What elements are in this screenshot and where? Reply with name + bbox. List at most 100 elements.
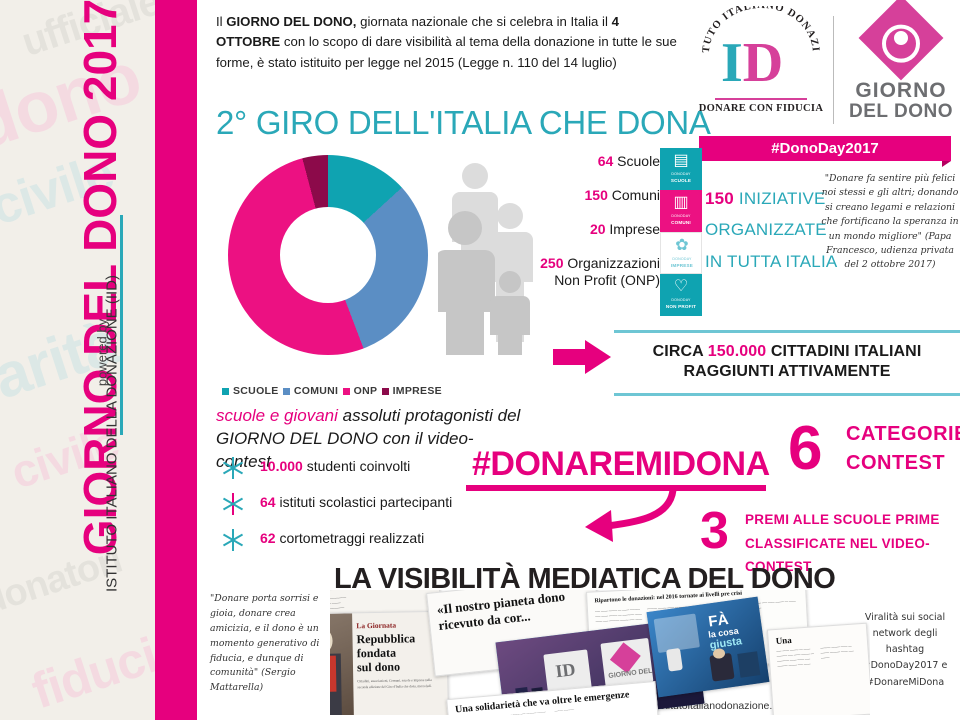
scuole-rest: assoluti protagonisti del bbox=[337, 406, 521, 425]
iid-letters: ID bbox=[721, 34, 803, 92]
intro-bold1: GIORNO DEL DONO, bbox=[226, 14, 357, 29]
legend-label: ONP bbox=[353, 385, 378, 397]
legend-item: ONP bbox=[342, 385, 378, 397]
badge-line1: DONODAY bbox=[671, 214, 691, 218]
hashtag-donaremidona: #DONAREMIDONA bbox=[472, 445, 770, 483]
section-title-giro: 2° GIRO DELL'ITALIA CHE DONA bbox=[216, 104, 711, 141]
diamond-icon bbox=[858, 0, 944, 81]
iid-letter-i: I bbox=[721, 32, 743, 94]
iid-logo: ISTITUTO ITALIANO DONAZIONE ID DONARE CO… bbox=[692, 0, 825, 134]
badge-line2: SCUOLE bbox=[670, 178, 692, 183]
circa-line2: RAGGIUNTI ATTIVAMENTE bbox=[683, 363, 891, 381]
bullet-number: 62 bbox=[260, 530, 276, 546]
badge-line1: DONODAY bbox=[671, 172, 691, 176]
bullet-number: 10.000 bbox=[260, 458, 303, 474]
circa-suffix: CITTADINI ITALIANI bbox=[766, 342, 922, 360]
bullet-label: studenti coinvolti bbox=[302, 458, 411, 474]
iniziative-number: 150 bbox=[705, 189, 734, 208]
stat-label: Scuole bbox=[613, 153, 660, 169]
stat-number: 20 bbox=[589, 221, 606, 238]
organization-label: ISTITUTO ITALIANO DELLA DONAZIONE (IID) bbox=[103, 275, 121, 592]
legend-swatch-icon bbox=[342, 387, 350, 395]
iid-tagline: DONARE CON FIDUCIA bbox=[698, 103, 824, 114]
iniziative-line1: 150 INIZIATIVE bbox=[705, 183, 840, 214]
badge-book: ▤ DONODAY SCUOLE bbox=[660, 148, 702, 190]
gdd-line2: DEL DONO bbox=[849, 101, 953, 123]
gdd-logo-text: GIORNO DEL DONO bbox=[847, 79, 955, 123]
scuole-pink-part: scuole e giovani bbox=[216, 406, 338, 425]
iid-arc-text-icon: ISTITUTO ITALIANO DONAZIONE bbox=[692, 0, 820, 53]
scuole-giovani-text: scuole e giovani assoluti protagonisti d… bbox=[216, 405, 526, 474]
legend-swatch-icon bbox=[222, 387, 229, 395]
badge-bank: ▥ DONODAY COMUNI bbox=[660, 190, 702, 232]
left-banner: dono civile ufficiale carità civile dona… bbox=[0, 0, 197, 720]
stat-number: 250 bbox=[540, 254, 564, 271]
vertical-divider bbox=[120, 215, 123, 435]
bullet-text: 62 cortometraggi realizzati bbox=[260, 530, 424, 546]
pink-strip bbox=[155, 0, 197, 720]
quote-mattarella: "Donare porta sorrisi e gioia, donare cr… bbox=[210, 593, 320, 694]
viralita-text: Viralità sui social network degli hashta… bbox=[862, 612, 948, 688]
iniziative-line2: ORGANIZZATE bbox=[705, 220, 827, 240]
categorie-number: 6 bbox=[788, 414, 823, 483]
gears-icon: ✿ bbox=[675, 237, 689, 254]
categorie-text: CATEGORIE CONTEST bbox=[846, 420, 960, 478]
circa-block: CIRCA 150.000 CITTADINI ITALIANI RAGGIUN… bbox=[614, 330, 960, 396]
iid-divider-line bbox=[715, 98, 807, 100]
giorno-del-dono-logo: GIORNO DEL DONO bbox=[847, 0, 955, 130]
legend-label: COMUNI bbox=[293, 385, 339, 397]
legend-swatch-icon bbox=[381, 387, 389, 395]
bullet-item: 64 istituti scolastici partecipanti bbox=[222, 491, 512, 527]
badge-stack: ▤ DONODAY SCUOLE ▥ DONODAY COMUNI ✿ DONODAY IMPR… bbox=[660, 148, 702, 316]
stats-list: 64 Scuole 150 Comuni 20 Imprese 250 Organiz… bbox=[500, 152, 660, 296]
legend-swatch-icon bbox=[282, 387, 290, 395]
intro-paragraph: Il GIORNO DEL DONO, giornata nazionale c… bbox=[216, 12, 686, 73]
badge-line2: NON PROFIT bbox=[665, 304, 697, 309]
badge-heart: ♡ DONODAY NON PROFIT bbox=[660, 274, 702, 316]
categorie-line2: CONTEST bbox=[846, 452, 946, 474]
bank-icon: ▥ bbox=[673, 194, 689, 211]
quote-papa-francesco: "Donare fa sentire più felici noi stessi… bbox=[821, 173, 959, 271]
chart-legend: SCUOLE COMUNI ONP IMPRESE bbox=[222, 385, 442, 397]
bullet-label: cortometraggi realizzati bbox=[275, 530, 425, 546]
badge-line1: DONODAY bbox=[672, 257, 692, 261]
iniziative-block: 150 INIZIATIVE ORGANIZZATE IN TUTTA ITAL… bbox=[705, 183, 840, 277]
logo-divider bbox=[833, 16, 834, 124]
clip-body: Cittadini, associazioni, Comuni, scuole … bbox=[357, 678, 432, 689]
stat-label: Imprese bbox=[605, 221, 660, 238]
badge-line2: IMPRESE bbox=[670, 263, 694, 268]
arrow-right-icon bbox=[553, 340, 611, 374]
iniziative-line3: IN TUTTA ITALIA bbox=[705, 251, 838, 271]
star-bullet-icon bbox=[222, 493, 244, 515]
legend-label: IMPRESE bbox=[392, 385, 442, 397]
gdd-line1: GIORNO bbox=[855, 79, 947, 102]
stat-label: Organizzazioni bbox=[563, 254, 660, 271]
intro-part3: con lo scopo di dare visibilità al tema … bbox=[216, 34, 677, 70]
legend-item: SCUOLE bbox=[222, 385, 279, 397]
stat-row: 64 Scuole bbox=[500, 152, 660, 170]
bullet-item: 10.000 studenti coinvolti bbox=[222, 455, 512, 491]
bullet-list: 10.000 studenti coinvolti 64 istituti sco… bbox=[222, 455, 512, 563]
stat-number: 150 bbox=[584, 187, 608, 204]
premi-number: 3 bbox=[700, 502, 729, 560]
divider-bottom bbox=[614, 393, 960, 396]
star-bullet-icon bbox=[222, 457, 244, 479]
stat-label-2: Non Profit (ONP) bbox=[554, 272, 660, 289]
categorie-line1: CATEGORIE bbox=[846, 423, 960, 445]
donut-chart bbox=[228, 155, 428, 355]
divider-top bbox=[614, 330, 960, 333]
bullet-number: 64 bbox=[260, 494, 276, 510]
stat-row: 250 Organizzazioni Non Profit (ONP) bbox=[500, 255, 660, 290]
donut-hole bbox=[280, 207, 376, 303]
legend-label: SCUOLE bbox=[233, 385, 279, 397]
badge-gears: ✿ DONODAY IMPRESE bbox=[660, 232, 702, 274]
stat-number: 64 bbox=[597, 153, 614, 169]
people-silhouettes bbox=[435, 160, 563, 365]
premi-line2: CLASSIFICATE NEL VIDEO-CONTEST bbox=[745, 535, 930, 575]
legend-item: COMUNI bbox=[282, 385, 339, 397]
iid-letter-d: D bbox=[742, 32, 784, 94]
stat-row: 20 Imprese bbox=[500, 220, 660, 238]
heart-icon: ♡ bbox=[673, 278, 689, 295]
clipping-right-column: Una ___ ____ _____ __ ____ ______ ___ __… bbox=[766, 622, 870, 715]
intro-bold2: 4 OTTOBRE bbox=[216, 14, 619, 50]
